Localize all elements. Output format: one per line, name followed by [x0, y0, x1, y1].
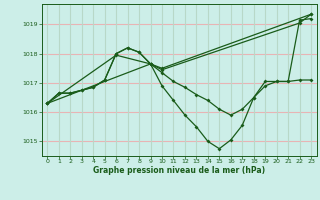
X-axis label: Graphe pression niveau de la mer (hPa): Graphe pression niveau de la mer (hPa) — [93, 166, 265, 175]
